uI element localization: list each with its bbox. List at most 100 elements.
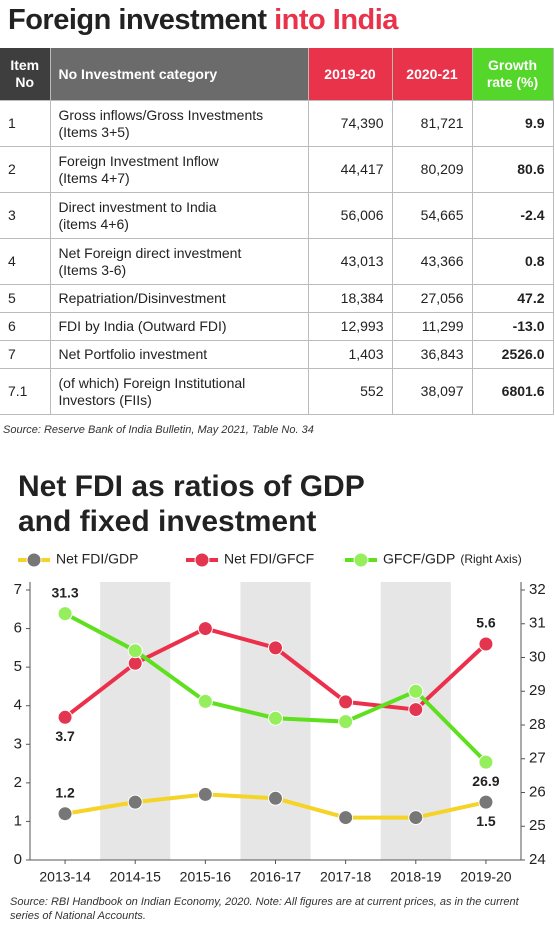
table-cell: -2.4: [472, 192, 554, 239]
chart-source: Source: RBI Handbook on Indian Economy, …: [10, 896, 519, 922]
data-point: [408, 683, 424, 699]
data-point: [57, 806, 73, 822]
table-cell: -13.0: [472, 312, 554, 341]
y-tick-label: 7: [14, 581, 22, 598]
table-cell: FDI by India (Outward FDI): [50, 312, 309, 341]
table-cell: 43,366: [392, 238, 473, 285]
table-cell: 44,417: [308, 146, 393, 193]
header-row: Item No No Investment category 2019-20 2020…: [0, 48, 554, 101]
x-tick-label: 2016-17: [250, 869, 302, 885]
table-cell: 6: [0, 312, 51, 341]
data-label: 31.3: [51, 584, 78, 600]
table-cell: 7.1: [0, 368, 51, 415]
table-row: 7 Net Portfolio investment 1,403 36,843 2526…: [0, 340, 554, 369]
x-tick-label: 2017-18: [320, 869, 372, 885]
table-cell: 2: [0, 146, 51, 193]
data-point: [478, 754, 494, 770]
table-cell: Direct investment to India (items 4+6): [50, 192, 309, 239]
chart-title: Net FDI as ratios of GDP and fixed invest…: [18, 470, 365, 538]
data-point: [197, 621, 213, 637]
data-point: [127, 794, 143, 810]
table-cell: (of which) Foreign Institutional Investo…: [50, 368, 309, 415]
data-point: [197, 693, 213, 709]
page-title: Foreign investment into India: [8, 4, 398, 37]
data-point: [268, 790, 283, 806]
table-cell: 80.6: [472, 146, 554, 193]
data-label: 3.7: [55, 728, 75, 744]
y-tick-label: 1: [14, 812, 22, 829]
table-cell: 27,056: [392, 284, 473, 313]
table-cell: 12,993: [308, 312, 393, 341]
data-point: [408, 810, 424, 826]
table-cell: Gross inflows/Gross Investments (Items 3…: [50, 100, 309, 147]
y2-tick-label: 29: [529, 682, 546, 699]
table-cell: 74,390: [308, 100, 393, 147]
table-cell: 5: [0, 284, 51, 313]
table-row: 1 Gross inflows/Gross Investments (Items …: [0, 100, 554, 147]
legend-note: (Right Axis): [460, 552, 521, 566]
legend-label: Net FDI/GDP: [56, 551, 138, 567]
table-row: 6 FDI by India (Outward FDI) 12,993 11,299-…: [0, 312, 554, 341]
x-tick-label: 2018-19: [390, 869, 442, 885]
header-cell: Growth rate (%): [472, 48, 554, 101]
table-row: 4 Net Foreign direct investment (Items 3-…: [0, 238, 554, 285]
y2-tick-label: 24: [529, 851, 546, 868]
table-cell: 18,384: [308, 284, 393, 313]
x-tick-label: 2014-15: [110, 869, 162, 885]
table-cell: 36,843: [392, 340, 473, 369]
data-point: [408, 702, 424, 718]
data-point: [127, 643, 143, 659]
y2-tick-label: 27: [529, 750, 546, 767]
table-cell: 4: [0, 238, 51, 285]
data-point: [268, 710, 283, 726]
table-cell: 9.9: [472, 100, 554, 147]
table-source: Source: Reserve Bank of India Bulletin, …: [3, 424, 314, 436]
data-point: [57, 606, 73, 622]
data-point: [338, 810, 354, 826]
legend-label: GFCF/GDP: [383, 551, 455, 567]
table-cell: 7: [0, 340, 51, 369]
data-point: [197, 786, 213, 802]
table-cell: Repatriation/Disinvestment: [50, 284, 309, 313]
table-cell: 1,403: [308, 340, 393, 369]
x-tick-label: 2015-16: [180, 869, 232, 885]
data-label: 5.6: [476, 615, 496, 631]
x-tick-label: 2019-20: [460, 869, 512, 885]
title-highlight: into India: [274, 4, 398, 36]
data-point: [478, 636, 494, 652]
title-main: Foreign investment: [8, 4, 267, 36]
y-tick-label: 6: [14, 620, 22, 637]
data-label: 26.9: [472, 773, 499, 789]
legend-label: Net FDI/GFCF: [224, 551, 314, 567]
y2-tick-label: 30: [529, 648, 546, 665]
table-cell: 47.2: [472, 284, 554, 313]
header-cell: No Investment category: [50, 48, 309, 101]
legend-marker: [194, 552, 210, 568]
data-point: [127, 655, 143, 671]
table-cell: 56,006: [308, 192, 393, 239]
table-cell: 43,013: [308, 238, 393, 285]
data-label: 1.2: [55, 784, 75, 800]
y-tick-label: 3: [14, 735, 22, 752]
table-cell: 3: [0, 192, 51, 239]
table-cell: Net Foreign direct investment (Items 3-6…: [50, 238, 309, 285]
table-cell: Foreign Investment Inflow (Items 4+7): [50, 146, 309, 193]
table-cell: Net Portfolio investment: [50, 340, 309, 369]
table-cell: 2526.0: [472, 340, 554, 369]
table-cell: 38,097: [392, 368, 473, 415]
y2-tick-label: 26: [529, 783, 546, 800]
band: [100, 582, 171, 860]
y-tick-label: 5: [14, 658, 22, 675]
table-cell: 81,721: [392, 100, 473, 147]
legend-marker: [26, 552, 42, 568]
data-table: Item No No Investment category 2019-20 2020…: [0, 48, 554, 415]
data-point: [268, 640, 283, 656]
x-tick-label: 2013-14: [39, 869, 91, 885]
table-cell: 1: [0, 100, 51, 147]
table-cell: 80,209: [392, 146, 473, 193]
data-point: [57, 709, 73, 725]
table-row: 5 Repatriation/Disinvestment 18,384 27,056 4…: [0, 284, 554, 313]
y-tick-label: 4: [14, 697, 22, 714]
data-point: [478, 794, 494, 810]
